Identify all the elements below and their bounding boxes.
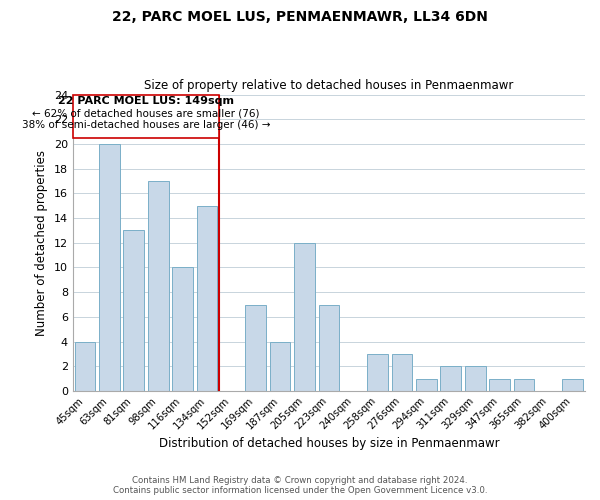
Bar xyxy=(367,354,388,391)
Bar xyxy=(270,342,290,391)
Bar xyxy=(124,230,144,391)
Bar xyxy=(197,206,217,391)
Title: Size of property relative to detached houses in Penmaenmawr: Size of property relative to detached ho… xyxy=(144,79,514,92)
Bar xyxy=(392,354,412,391)
Bar xyxy=(319,304,339,391)
Text: 22, PARC MOEL LUS, PENMAENMAWR, LL34 6DN: 22, PARC MOEL LUS, PENMAENMAWR, LL34 6DN xyxy=(112,10,488,24)
Bar xyxy=(172,268,193,391)
Text: 38% of semi-detached houses are larger (46) →: 38% of semi-detached houses are larger (… xyxy=(22,120,270,130)
Bar xyxy=(562,378,583,391)
Bar xyxy=(514,378,535,391)
Bar xyxy=(294,243,315,391)
X-axis label: Distribution of detached houses by size in Penmaenmawr: Distribution of detached houses by size … xyxy=(158,437,499,450)
Bar xyxy=(440,366,461,391)
Bar xyxy=(465,366,485,391)
Bar xyxy=(99,144,120,391)
Bar xyxy=(148,181,169,391)
Text: ← 62% of detached houses are smaller (76): ← 62% of detached houses are smaller (76… xyxy=(32,108,260,118)
Bar xyxy=(416,378,437,391)
Text: Contains HM Land Registry data © Crown copyright and database right 2024.
Contai: Contains HM Land Registry data © Crown c… xyxy=(113,476,487,495)
Bar xyxy=(74,342,95,391)
Y-axis label: Number of detached properties: Number of detached properties xyxy=(35,150,48,336)
Text: 22 PARC MOEL LUS: 149sqm: 22 PARC MOEL LUS: 149sqm xyxy=(58,96,234,106)
Bar xyxy=(489,378,510,391)
FancyBboxPatch shape xyxy=(73,94,218,138)
Bar xyxy=(245,304,266,391)
